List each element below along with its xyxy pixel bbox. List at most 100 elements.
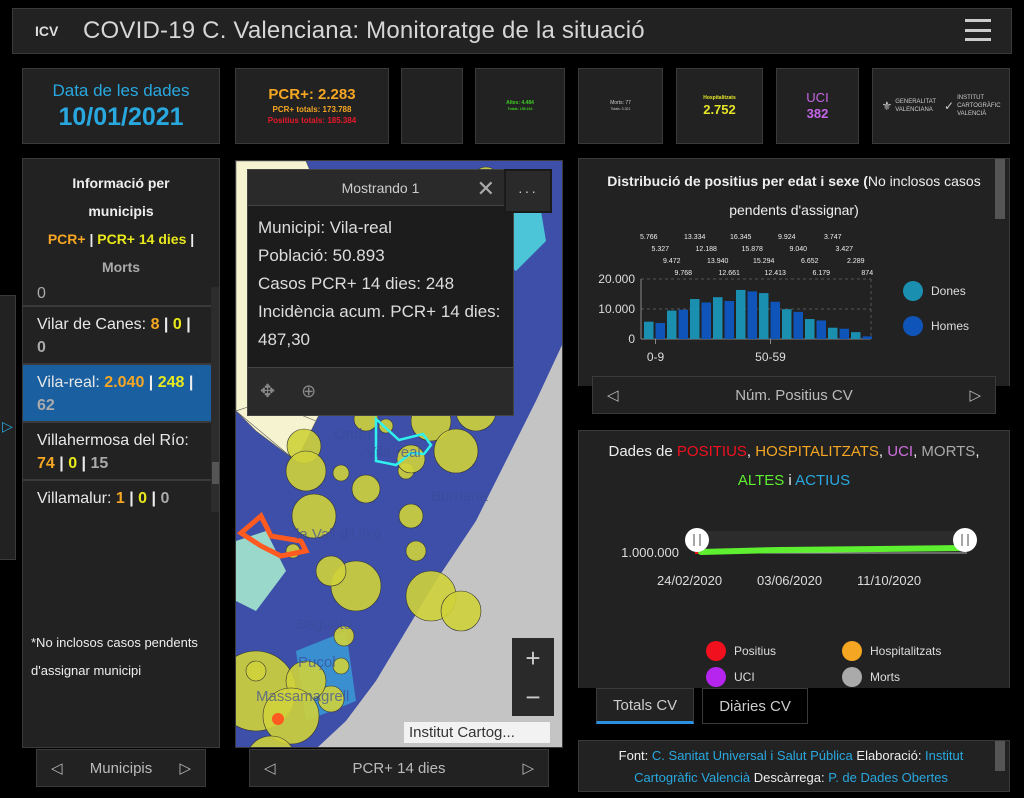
municipi-name: Villahermosa del Río: bbox=[37, 432, 189, 449]
title-hosp: HOSPITALITZATS bbox=[755, 443, 879, 460]
legend-hosp[interactable]: Hospitalitzats bbox=[842, 641, 941, 661]
bar-dones[interactable] bbox=[782, 309, 792, 339]
place-label: Vila-real bbox=[366, 444, 421, 461]
scrollbar-thumb[interactable] bbox=[212, 462, 219, 484]
footer-scrollbar[interactable] bbox=[995, 741, 1005, 771]
next-arrow-icon[interactable]: ▷ bbox=[522, 760, 534, 777]
bar-dones[interactable] bbox=[805, 319, 815, 339]
bar-dones[interactable] bbox=[759, 293, 769, 339]
bar-homes[interactable] bbox=[770, 301, 781, 339]
more-options-button[interactable]: ··· bbox=[504, 169, 552, 213]
legend-sep: | bbox=[89, 231, 94, 247]
prev-arrow-icon[interactable]: ◁ bbox=[264, 760, 276, 777]
legend-hosp-label: Hospitalitzats bbox=[870, 644, 942, 658]
map-view[interactable]: Onda Vila-real Burriana la Vall d'Uixó S… bbox=[235, 160, 563, 748]
list-item[interactable]: Vilar de Canes: 8 | 0 | 0 bbox=[23, 307, 211, 365]
municipi-pcr14: 0 bbox=[138, 490, 148, 507]
bar-homes[interactable] bbox=[793, 311, 804, 339]
next-arrow-icon[interactable]: ▷ bbox=[969, 387, 981, 404]
elab-link[interactable]: Institut Cartogràfic Valencià bbox=[634, 748, 964, 785]
timeline-title: Dades de POSITIUS, HOSPITALITZATS, UCI, … bbox=[579, 431, 1009, 495]
pan-icon[interactable]: ✥ bbox=[260, 381, 276, 401]
bar-homes[interactable] bbox=[701, 302, 712, 339]
data-label: 9.768 bbox=[674, 270, 692, 277]
morts-card: Morts: 77 Totals: 3.321 bbox=[578, 68, 663, 144]
bar-dones[interactable] bbox=[690, 298, 700, 339]
municipi-morts: 0 bbox=[160, 490, 170, 507]
y-axis-label: 1.000.000 bbox=[621, 545, 679, 560]
list-item[interactable]: Villamalur: 1 | 0 | 0 bbox=[23, 481, 211, 512]
bar-dones[interactable] bbox=[667, 310, 677, 339]
legend-morts-label: Morts bbox=[870, 670, 900, 684]
bar-homes[interactable] bbox=[655, 323, 666, 339]
timeline-chart[interactable]: 1.000.000 24/02/2020 03/06/2020 11/10/20… bbox=[579, 521, 1009, 601]
hamburger-menu-icon[interactable] bbox=[965, 19, 991, 41]
bar-dones[interactable] bbox=[713, 297, 723, 339]
grip-icon bbox=[693, 534, 701, 546]
legend-morts[interactable]: Morts bbox=[842, 667, 900, 687]
altes-card: Altes: 4.484 Totals: 155.194 bbox=[475, 68, 565, 144]
municipis-list[interactable]: 0 Vilar de Canes: 8 | 0 | 0 Vila-real: 2.… bbox=[23, 287, 211, 512]
pcr-daily: PCR+: 2.283 bbox=[268, 86, 356, 103]
data-label: 12.661 bbox=[719, 270, 741, 277]
prev-arrow-icon[interactable]: ◁ bbox=[607, 387, 619, 404]
popup-footer: ✥ ⊕ bbox=[248, 367, 513, 415]
desc-link[interactable]: P. de Dades Obertes bbox=[828, 770, 948, 785]
next-arrow-icon[interactable]: ▷ bbox=[179, 760, 191, 777]
map-attribution[interactable]: Institut Cartog... bbox=[404, 722, 550, 743]
list-item[interactable]: Villahermosa del Río: 74 | 0 | 15 bbox=[23, 423, 211, 481]
zoom-to-icon[interactable]: ⊕ bbox=[301, 381, 317, 401]
expand-right-icon[interactable]: ▷ bbox=[2, 418, 13, 434]
sep: | bbox=[163, 316, 169, 333]
legend-positius[interactable]: Positius bbox=[706, 641, 776, 661]
age-chart-panel: Distribució de positius per edat i sexe … bbox=[578, 158, 1010, 386]
prev-arrow-icon[interactable]: ◁ bbox=[51, 760, 63, 777]
list-item-partial[interactable]: 0 bbox=[23, 287, 211, 307]
close-icon[interactable]: ✕ bbox=[476, 176, 495, 201]
place-label: Sagunto bbox=[296, 616, 352, 633]
range-handle-right[interactable] bbox=[953, 528, 977, 552]
tab-diaries-cv[interactable]: Diàries CV bbox=[702, 688, 808, 724]
tab-totals-cv[interactable]: Totals CV bbox=[596, 688, 695, 724]
selected-municipality-outline bbox=[374, 416, 433, 467]
legend-homes[interactable]: Homes bbox=[903, 316, 969, 336]
zoom-out-button[interactable]: − bbox=[525, 681, 541, 712]
sep: | bbox=[148, 374, 154, 391]
bar-dones[interactable] bbox=[736, 289, 746, 339]
municipis-header: Informació per municipis PCR+ | PCR+ 14 … bbox=[23, 159, 219, 287]
sep: | bbox=[151, 490, 156, 507]
comma: , bbox=[975, 443, 980, 460]
panel-scrollbar[interactable] bbox=[995, 159, 1005, 219]
font-link[interactable]: C. Sanitat Universal i Salut Pública bbox=[651, 748, 853, 763]
bar-dones[interactable] bbox=[851, 332, 861, 339]
legend-uci[interactable]: UCI bbox=[706, 667, 755, 687]
bar-homes[interactable] bbox=[678, 309, 689, 339]
legend-morts: Morts bbox=[101, 259, 141, 275]
hosp-label: Hospitalitzats bbox=[703, 94, 736, 101]
bar-homes[interactable] bbox=[816, 320, 827, 339]
bar-dones[interactable] bbox=[644, 321, 654, 339]
legend-dones[interactable]: Dones bbox=[903, 281, 966, 301]
list-scrollbar[interactable] bbox=[211, 287, 219, 512]
altes-daily: Altes: 4.484 bbox=[506, 100, 534, 106]
municipis-nav: ◁ Municipis ▷ bbox=[36, 749, 206, 787]
bar-homes[interactable] bbox=[724, 301, 735, 339]
list-item[interactable]: Vila-real: 2.040 | 248 | 62 bbox=[23, 365, 211, 423]
range-handle-left[interactable] bbox=[685, 528, 709, 552]
gva-logo: ⚜ GENERALITAT VALENCIANA bbox=[881, 94, 936, 118]
bar-homes[interactable] bbox=[747, 291, 758, 339]
legend-homes-label: Homes bbox=[931, 319, 970, 333]
data-label: 3.747 bbox=[824, 234, 842, 241]
chart-tabs: Totals CV Diàries CV bbox=[596, 688, 808, 724]
legend-sep: | bbox=[190, 231, 195, 247]
municipi-pcr: 8 bbox=[150, 316, 160, 333]
bar-homes[interactable] bbox=[839, 328, 850, 339]
age-bar-chart[interactable]: 0 10.000 20.000 5.766 5.327 9.472 9.768 13.334 1… bbox=[585, 229, 885, 369]
bar-homes[interactable] bbox=[862, 336, 873, 339]
bar-dones[interactable] bbox=[828, 327, 838, 339]
zoom-in-button[interactable]: + bbox=[525, 642, 541, 673]
side-panel-toggle[interactable]: ▷ bbox=[0, 295, 16, 560]
pcr-totals: PCR+ totals: 173.788 bbox=[272, 105, 352, 114]
x-tick-label: 11/10/2020 bbox=[857, 573, 921, 588]
uci-card: UCI 382 bbox=[776, 68, 859, 144]
